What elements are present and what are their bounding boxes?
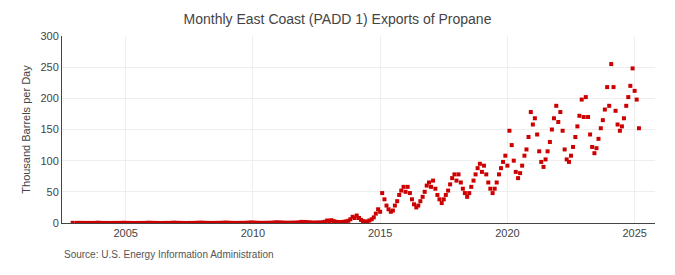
svg-text:Monthly East Coast (PADD 1) Ex: Monthly East Coast (PADD 1) Exports of P… bbox=[184, 11, 492, 27]
svg-text:100: 100 bbox=[40, 155, 58, 167]
svg-text:200: 200 bbox=[40, 92, 58, 104]
svg-text:250: 250 bbox=[40, 61, 58, 73]
svg-text:50: 50 bbox=[47, 186, 59, 198]
svg-text:150: 150 bbox=[40, 123, 58, 135]
svg-text:Source: U.S. Energy Informatio: Source: U.S. Energy Information Administ… bbox=[64, 249, 274, 260]
svg-text:2010: 2010 bbox=[241, 227, 265, 239]
svg-text:2015: 2015 bbox=[368, 227, 392, 239]
svg-text:2005: 2005 bbox=[113, 227, 137, 239]
svg-text:0: 0 bbox=[53, 217, 59, 229]
svg-text:300: 300 bbox=[40, 30, 58, 42]
svg-text:2020: 2020 bbox=[495, 227, 519, 239]
svg-text:Thousand Barrels per Day: Thousand Barrels per Day bbox=[20, 65, 32, 194]
svg-text:2025: 2025 bbox=[622, 227, 646, 239]
